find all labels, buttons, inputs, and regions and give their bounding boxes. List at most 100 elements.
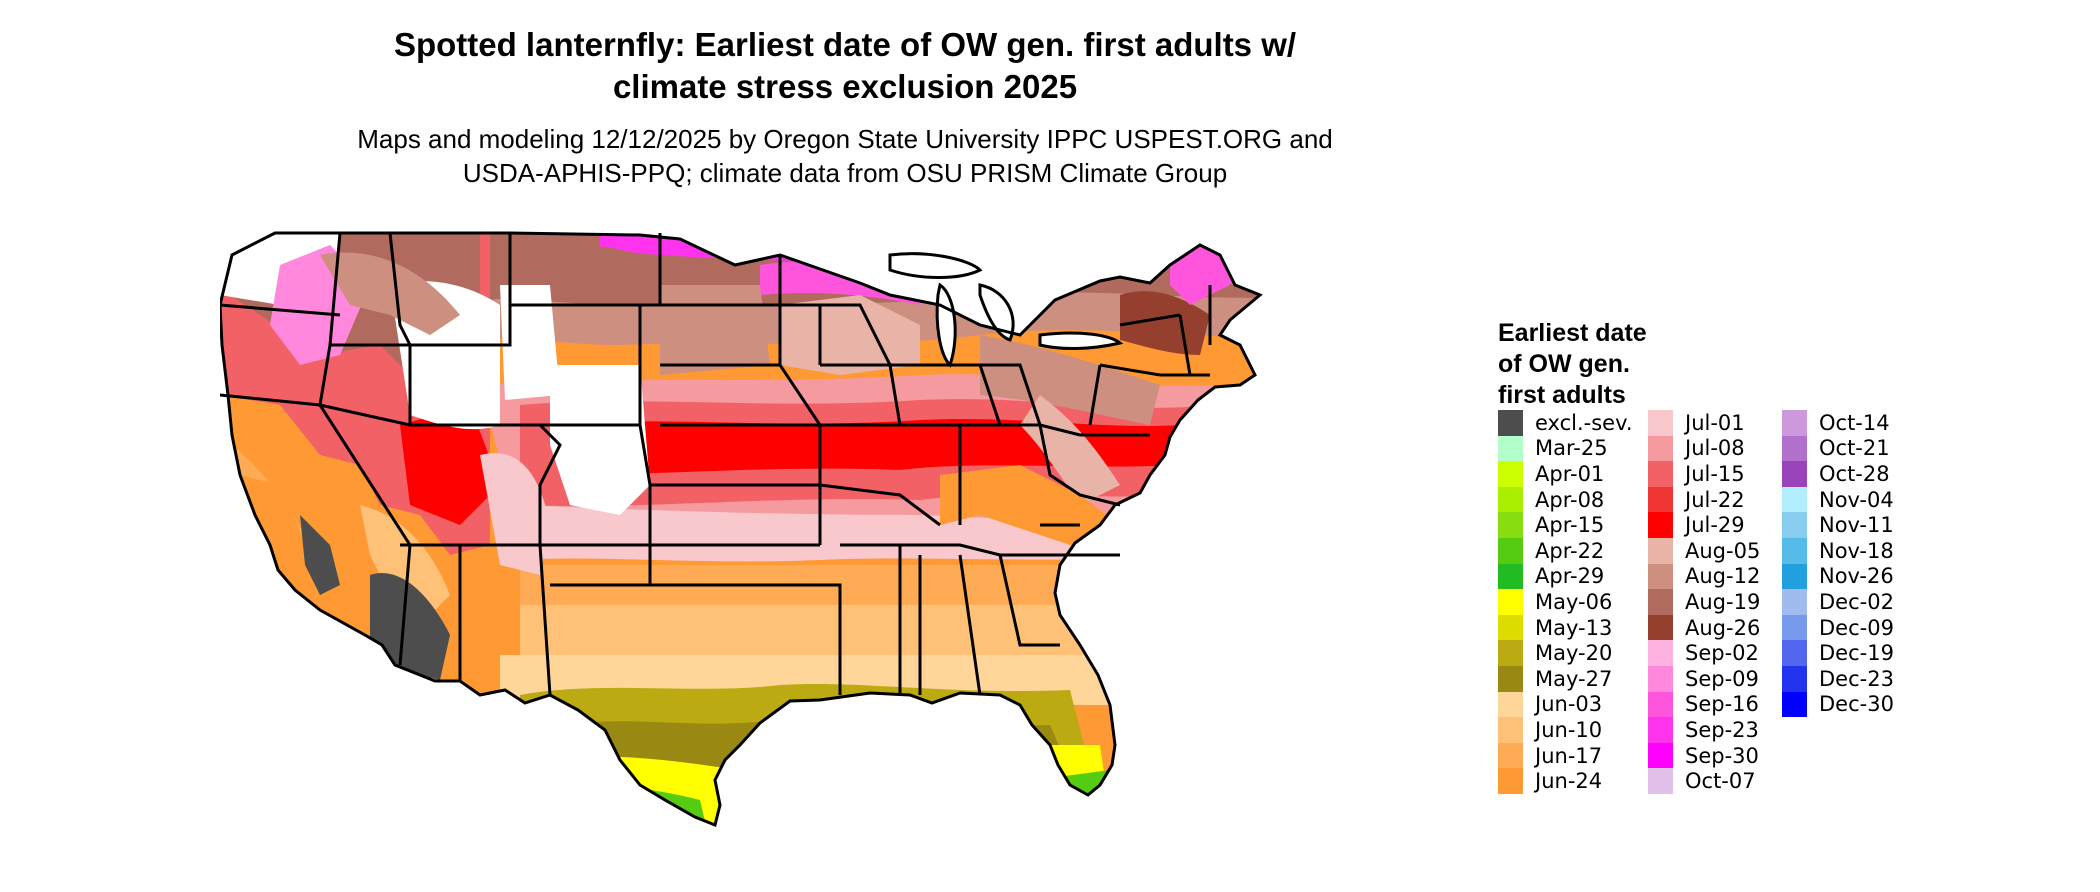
legend-label: Sep-16 — [1685, 692, 1759, 717]
legend-item: Jun-24 — [1498, 768, 1633, 794]
legend-label: Jun-24 — [1535, 769, 1603, 794]
legend-swatch — [1782, 537, 1807, 564]
legend-label: May-27 — [1535, 666, 1613, 691]
legend-swatch — [1648, 512, 1673, 538]
legend-item: Oct-14 — [1782, 410, 1894, 436]
legend-swatch — [1498, 461, 1523, 487]
legend-item: Jul-15 — [1648, 461, 1760, 487]
legend-item: Sep-09 — [1648, 665, 1760, 692]
legend-label: Jun-10 — [1535, 717, 1603, 742]
legend-item: Dec-09 — [1782, 614, 1894, 641]
legend-column-2: Jul-01 Jul-08 Jul-15 Jul-22 Jul-29 Aug-05 Aug-… — [1648, 410, 1760, 794]
legend-title-line-3: first adults — [1498, 381, 1626, 409]
legend-item: May-13 — [1498, 614, 1633, 641]
map-subtitle: Maps and modeling 12/12/2025 by Oregon S… — [290, 122, 1400, 190]
legend-label: Oct-14 — [1819, 410, 1890, 435]
legend-label: Dec-09 — [1819, 615, 1894, 640]
legend-label: Nov-18 — [1819, 538, 1894, 563]
legend-label: Oct-21 — [1819, 436, 1890, 461]
legend-label: Apr-15 — [1535, 513, 1605, 538]
legend-item: Mar-25 — [1498, 435, 1633, 462]
legend-label: Apr-22 — [1535, 538, 1605, 563]
legend-item: Nov-11 — [1782, 512, 1894, 538]
legend-label: Apr-01 — [1535, 461, 1605, 486]
legend-item: Dec-30 — [1782, 691, 1894, 718]
legend-item: Dec-02 — [1782, 589, 1894, 615]
legend-column-1: excl.-sev. Mar-25 Apr-01 Apr-08 Apr-15 Apr-22… — [1498, 410, 1633, 794]
legend-swatch — [1498, 717, 1523, 743]
legend-item: Dec-23 — [1782, 665, 1894, 692]
legend-label: Sep-09 — [1685, 666, 1759, 691]
legend-item: Jun-03 — [1498, 691, 1633, 718]
legend-label: May-13 — [1535, 615, 1613, 640]
legend-item: Oct-21 — [1782, 435, 1894, 462]
legend-swatch — [1648, 742, 1673, 769]
legend-label: Sep-23 — [1685, 717, 1759, 742]
legend-item: Jun-10 — [1498, 717, 1633, 743]
legend-swatch — [1648, 563, 1673, 590]
legend-label: May-06 — [1535, 589, 1613, 614]
legend-item: Jun-17 — [1498, 742, 1633, 769]
legend-label: May-20 — [1535, 641, 1613, 666]
legend-label: Aug-12 — [1685, 564, 1761, 589]
legend-item: Nov-18 — [1782, 537, 1894, 564]
legend-swatch — [1648, 614, 1673, 641]
legend-swatch — [1648, 665, 1673, 692]
legend-item: Apr-15 — [1498, 512, 1633, 538]
legend-swatch — [1648, 410, 1673, 436]
legend-swatch — [1782, 486, 1807, 513]
legend-label: Dec-30 — [1819, 692, 1894, 717]
legend-item: Apr-29 — [1498, 563, 1633, 590]
legend-label: Sep-30 — [1685, 743, 1759, 768]
legend-item: Apr-08 — [1498, 486, 1633, 513]
legend-label: Apr-29 — [1535, 564, 1605, 589]
legend-swatch — [1498, 691, 1523, 718]
legend-swatch — [1648, 691, 1673, 718]
legend-swatch — [1648, 589, 1673, 615]
legend-label: Oct-07 — [1685, 769, 1756, 794]
legend-label: Dec-23 — [1819, 666, 1894, 691]
legend-swatch — [1782, 589, 1807, 615]
legend-swatch — [1498, 768, 1523, 794]
legend-item: Oct-07 — [1648, 768, 1760, 794]
legend-title-line-1: Earliest date — [1498, 319, 1647, 347]
legend-swatch — [1782, 640, 1807, 666]
legend-item: Oct-28 — [1782, 461, 1894, 487]
legend-swatch — [1782, 461, 1807, 487]
map-subtitle-line-2: USDA-APHIS-PPQ; climate data from OSU PR… — [462, 158, 1228, 188]
legend-label: Aug-19 — [1685, 589, 1761, 614]
legend-title-line-2: of OW gen. — [1498, 350, 1630, 378]
legend-item: Nov-26 — [1782, 563, 1894, 590]
legend-swatch — [1782, 665, 1807, 692]
legend-swatch — [1498, 563, 1523, 590]
legend-item: Sep-30 — [1648, 742, 1760, 769]
legend-item: Sep-16 — [1648, 691, 1760, 718]
legend-item: Jul-01 — [1648, 410, 1760, 436]
legend-item: May-20 — [1498, 640, 1633, 666]
map-title-line-1: Spotted lanternfly: Earliest date of OW … — [393, 26, 1297, 63]
legend-item: Dec-19 — [1782, 640, 1894, 666]
legend-swatch — [1648, 461, 1673, 487]
legend-label: excl.-sev. — [1535, 410, 1633, 435]
legend-label: Jul-29 — [1685, 513, 1745, 538]
legend-swatch — [1782, 563, 1807, 590]
legend-item: Nov-04 — [1782, 486, 1894, 513]
legend-label: Dec-19 — [1819, 641, 1894, 666]
legend-swatch — [1498, 589, 1523, 615]
legend-label: Aug-26 — [1685, 615, 1761, 640]
legend-swatch — [1498, 410, 1523, 436]
legend-label: Jun-17 — [1535, 743, 1603, 768]
legend-label: Jul-08 — [1685, 436, 1745, 461]
legend-item: Aug-19 — [1648, 589, 1760, 615]
legend-item: Jul-29 — [1648, 512, 1760, 538]
legend-label: Nov-04 — [1819, 487, 1894, 512]
legend-swatch — [1498, 512, 1523, 538]
legend-label: Jul-22 — [1685, 487, 1745, 512]
legend-column-3: Oct-14 Oct-21 Oct-28 Nov-04 Nov-11 Nov-18 Nov-… — [1782, 410, 1894, 718]
legend-item: Sep-23 — [1648, 717, 1760, 743]
legend-swatch — [1648, 537, 1673, 564]
legend-label: Apr-08 — [1535, 487, 1605, 512]
us-map — [220, 231, 1263, 828]
legend-item: May-06 — [1498, 589, 1633, 615]
legend-swatch — [1782, 691, 1807, 718]
